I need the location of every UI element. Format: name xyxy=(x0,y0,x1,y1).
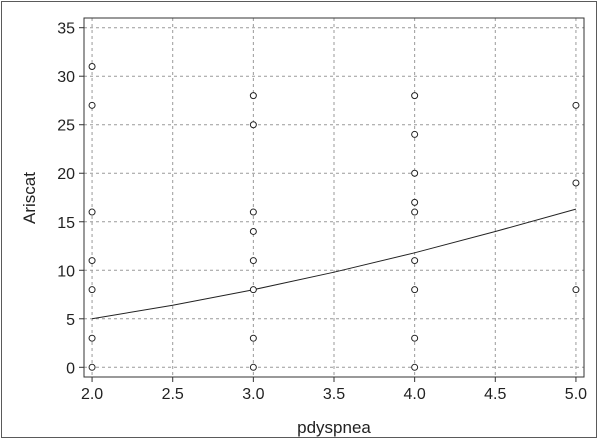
x-tick-label: 4.0 xyxy=(404,386,426,403)
data-point xyxy=(88,208,96,216)
data-point xyxy=(411,334,419,342)
data-point xyxy=(411,208,419,216)
data-point xyxy=(411,286,419,294)
x-tick-label: 3.0 xyxy=(242,386,264,403)
x-tick-label: 2.5 xyxy=(162,386,184,403)
data-point xyxy=(249,363,257,371)
data-point xyxy=(572,286,580,294)
x-axis-title: pdyspnea xyxy=(297,418,371,437)
y-tick-label: 25 xyxy=(57,118,75,135)
plot-area xyxy=(83,17,585,378)
y-tick-label: 35 xyxy=(57,21,75,38)
ticks: 2.0 2.5 3.0 3.5 4.0 4.5 5.0 0 5 10 15 20 25 30 35 xyxy=(57,21,587,403)
data-point xyxy=(249,227,257,235)
data-point xyxy=(88,286,96,294)
data-point xyxy=(411,92,419,100)
y-tick-label: 5 xyxy=(66,312,75,329)
data-point xyxy=(88,363,96,371)
data-point xyxy=(249,208,257,216)
data-point xyxy=(88,334,96,342)
y-axis-title: Ariscat xyxy=(20,172,39,224)
y-tick-label: 20 xyxy=(57,166,75,183)
grid xyxy=(84,18,584,377)
x-tick-label: 5.0 xyxy=(565,386,587,403)
data-point xyxy=(249,257,257,265)
fit-curve xyxy=(92,208,577,320)
data-point xyxy=(249,121,257,129)
data-point xyxy=(249,286,257,294)
data-point xyxy=(572,101,580,109)
data-point xyxy=(572,179,580,187)
data-point xyxy=(411,363,419,371)
data-point xyxy=(411,257,419,265)
data-point xyxy=(249,334,257,342)
data-point xyxy=(249,92,257,100)
y-tick-label: 30 xyxy=(57,69,75,86)
data-point xyxy=(411,169,419,177)
data-point xyxy=(411,130,419,138)
data-point xyxy=(88,101,96,109)
data-point xyxy=(88,63,96,71)
data-point xyxy=(88,257,96,265)
data-points xyxy=(88,63,580,371)
data-point xyxy=(411,198,419,206)
y-tick-label: 15 xyxy=(57,215,75,232)
x-tick-label: 2.0 xyxy=(81,386,103,403)
x-tick-label: 4.5 xyxy=(484,386,506,403)
y-tick-label: 0 xyxy=(66,360,75,377)
y-tick-label: 10 xyxy=(57,263,75,280)
x-tick-label: 3.5 xyxy=(323,386,345,403)
